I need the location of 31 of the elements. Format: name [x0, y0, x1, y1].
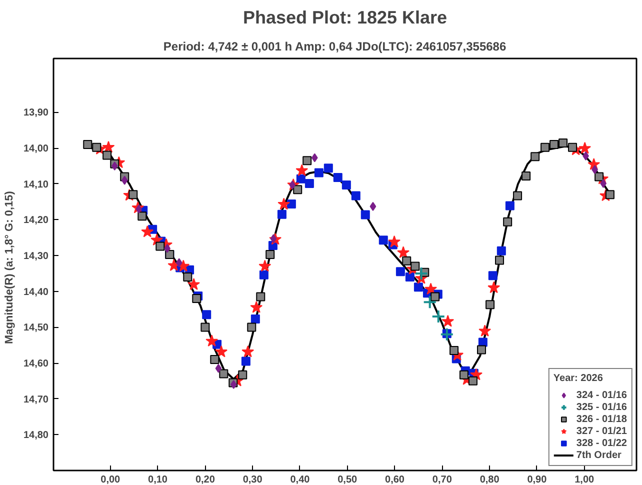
x-tick-label: 0,50 [338, 474, 358, 485]
x-tick-label: 0,30 [242, 474, 263, 485]
x-tick-label: 0,90 [527, 474, 548, 485]
x-tick-label: 0,00 [100, 474, 121, 485]
y-tick-label: 14,60 [23, 358, 49, 370]
chart-subtitle: Period: 4,742 ± 0,001 h Amp: 0,64 JDo(LTC): 2461057,355686 [163, 40, 506, 54]
legend-label: 325 - 01/16 [576, 401, 627, 413]
legend-label: 327 - 01/21 [576, 425, 627, 437]
x-tick-label: 0,80 [480, 474, 500, 485]
x-tick-label: 0,10 [148, 474, 168, 485]
y-tick-label: 14,40 [23, 286, 49, 298]
chart-title: Phased Plot: 1825 Klare [242, 8, 448, 28]
y-tick-label: 13,90 [23, 108, 49, 119]
legend-title: Year: 2026 [553, 373, 604, 384]
legend-label: 7th Order [576, 449, 622, 461]
y-tick-label: 14,30 [23, 251, 49, 262]
y-tick-label: 14,00 [23, 144, 49, 155]
x-tick-label: 0,40 [290, 474, 310, 485]
legend-label: 326 - 01/18 [576, 413, 627, 425]
y-tick-label: 14,80 [23, 430, 49, 442]
x-tick-label: 1,00 [574, 474, 595, 485]
legend-label: 324 - 01/16 [576, 389, 627, 401]
y-tick-label: 14,50 [23, 322, 49, 334]
y-tick-label: 14,70 [23, 394, 49, 406]
y-tick-label: 14,10 [23, 179, 49, 190]
y-tick-label: 14,20 [23, 215, 49, 226]
legend-label: 328 - 01/22 [576, 437, 627, 449]
x-tick-label: 0,70 [432, 474, 452, 485]
x-tick-label: 0,60 [385, 474, 405, 485]
x-tick-label: 0,20 [195, 474, 216, 485]
y-axis-title: Magnitude(R) (a: 1,8° G: 0,15) [3, 190, 16, 344]
